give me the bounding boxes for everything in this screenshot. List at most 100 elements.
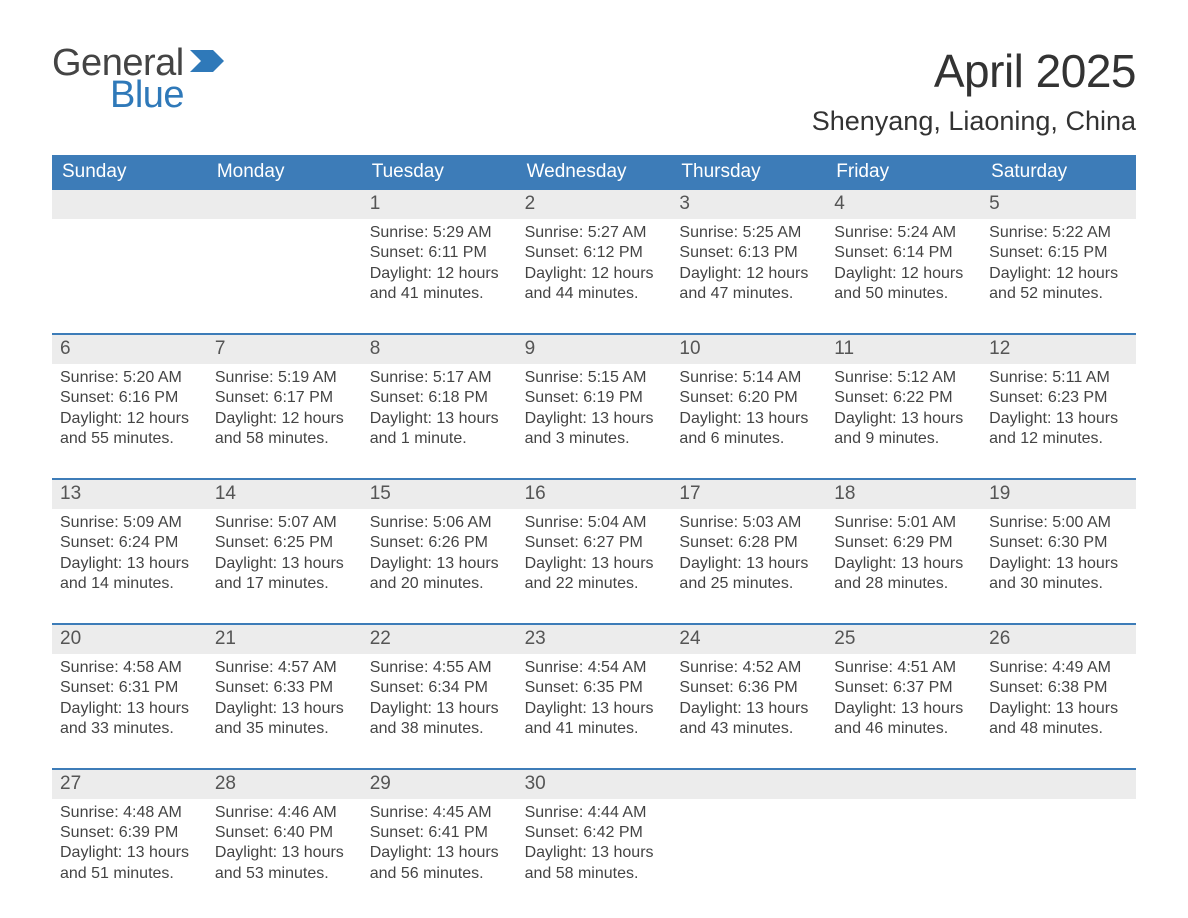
sunrise-text: Sunrise: 4:52 AM	[679, 658, 818, 678]
day-number: 3	[671, 190, 826, 219]
sunset-text: Sunset: 6:29 PM	[834, 533, 973, 553]
day-number: 9	[517, 335, 672, 364]
day-number	[52, 190, 207, 219]
daylight-text: Daylight: 13 hours and 28 minutes.	[834, 554, 973, 595]
dow-sunday: Sunday	[52, 155, 207, 190]
day-number: 4	[826, 190, 981, 219]
sunset-text: Sunset: 6:26 PM	[370, 533, 509, 553]
sunrise-text: Sunrise: 5:24 AM	[834, 223, 973, 243]
sunset-text: Sunset: 6:15 PM	[989, 243, 1128, 263]
day-number: 20	[52, 625, 207, 654]
day-cell: Sunrise: 5:24 AMSunset: 6:14 PMDaylight:…	[826, 219, 981, 311]
sunrise-text: Sunrise: 5:27 AM	[525, 223, 664, 243]
day-cell: Sunrise: 4:49 AMSunset: 6:38 PMDaylight:…	[981, 654, 1136, 746]
sunset-text: Sunset: 6:13 PM	[679, 243, 818, 263]
dow-saturday: Saturday	[981, 155, 1136, 190]
daylight-text: Daylight: 13 hours and 51 minutes.	[60, 843, 199, 884]
day-number: 5	[981, 190, 1136, 219]
day-number: 25	[826, 625, 981, 654]
day-cell: Sunrise: 4:57 AMSunset: 6:33 PMDaylight:…	[207, 654, 362, 746]
daylight-text: Daylight: 13 hours and 46 minutes.	[834, 699, 973, 740]
day-cell	[826, 799, 981, 891]
day-cell: Sunrise: 5:12 AMSunset: 6:22 PMDaylight:…	[826, 364, 981, 456]
logo-flag-icon	[190, 50, 224, 72]
day-cell: Sunrise: 5:22 AMSunset: 6:15 PMDaylight:…	[981, 219, 1136, 311]
sunset-text: Sunset: 6:30 PM	[989, 533, 1128, 553]
day-number-row: 20212223242526	[52, 625, 1136, 654]
sunset-text: Sunset: 6:23 PM	[989, 388, 1128, 408]
day-number: 14	[207, 480, 362, 509]
daylight-text: Daylight: 13 hours and 43 minutes.	[679, 699, 818, 740]
sunset-text: Sunset: 6:38 PM	[989, 678, 1128, 698]
sunrise-text: Sunrise: 5:17 AM	[370, 368, 509, 388]
sunset-text: Sunset: 6:36 PM	[679, 678, 818, 698]
day-number: 28	[207, 770, 362, 799]
day-number: 19	[981, 480, 1136, 509]
day-number: 26	[981, 625, 1136, 654]
day-number: 2	[517, 190, 672, 219]
sunset-text: Sunset: 6:28 PM	[679, 533, 818, 553]
day-cell: Sunrise: 4:46 AMSunset: 6:40 PMDaylight:…	[207, 799, 362, 891]
day-number-row: 13141516171819	[52, 480, 1136, 509]
sunrise-text: Sunrise: 5:07 AM	[215, 513, 354, 533]
day-cell: Sunrise: 5:09 AMSunset: 6:24 PMDaylight:…	[52, 509, 207, 601]
sunset-text: Sunset: 6:25 PM	[215, 533, 354, 553]
week-row: 27282930Sunrise: 4:48 AMSunset: 6:39 PMD…	[52, 768, 1136, 891]
sunset-text: Sunset: 6:20 PM	[679, 388, 818, 408]
daylight-text: Daylight: 12 hours and 58 minutes.	[215, 409, 354, 450]
day-number: 8	[362, 335, 517, 364]
sunrise-text: Sunrise: 5:06 AM	[370, 513, 509, 533]
sunrise-text: Sunrise: 4:45 AM	[370, 803, 509, 823]
day-number: 1	[362, 190, 517, 219]
daylight-text: Daylight: 12 hours and 55 minutes.	[60, 409, 199, 450]
daylight-text: Daylight: 13 hours and 20 minutes.	[370, 554, 509, 595]
day-number: 27	[52, 770, 207, 799]
sunset-text: Sunset: 6:24 PM	[60, 533, 199, 553]
sunrise-text: Sunrise: 4:58 AM	[60, 658, 199, 678]
day-cell: Sunrise: 5:17 AMSunset: 6:18 PMDaylight:…	[362, 364, 517, 456]
sunset-text: Sunset: 6:11 PM	[370, 243, 509, 263]
day-number: 13	[52, 480, 207, 509]
sunset-text: Sunset: 6:39 PM	[60, 823, 199, 843]
day-number: 7	[207, 335, 362, 364]
sunrise-text: Sunrise: 4:44 AM	[525, 803, 664, 823]
daylight-text: Daylight: 13 hours and 12 minutes.	[989, 409, 1128, 450]
day-number: 21	[207, 625, 362, 654]
week-row: 13141516171819Sunrise: 5:09 AMSunset: 6:…	[52, 478, 1136, 601]
day-number: 22	[362, 625, 517, 654]
day-number-row: 6789101112	[52, 335, 1136, 364]
day-cell: Sunrise: 5:06 AMSunset: 6:26 PMDaylight:…	[362, 509, 517, 601]
sunset-text: Sunset: 6:17 PM	[215, 388, 354, 408]
sunrise-text: Sunrise: 4:54 AM	[525, 658, 664, 678]
sunrise-text: Sunrise: 5:11 AM	[989, 368, 1128, 388]
day-cell: Sunrise: 4:44 AMSunset: 6:42 PMDaylight:…	[517, 799, 672, 891]
sunset-text: Sunset: 6:37 PM	[834, 678, 973, 698]
day-cell: Sunrise: 4:54 AMSunset: 6:35 PMDaylight:…	[517, 654, 672, 746]
dow-thursday: Thursday	[671, 155, 826, 190]
day-number: 16	[517, 480, 672, 509]
daylight-text: Daylight: 13 hours and 3 minutes.	[525, 409, 664, 450]
day-number: 11	[826, 335, 981, 364]
sunrise-text: Sunrise: 5:19 AM	[215, 368, 354, 388]
day-cell: Sunrise: 5:03 AMSunset: 6:28 PMDaylight:…	[671, 509, 826, 601]
sunrise-text: Sunrise: 5:20 AM	[60, 368, 199, 388]
daylight-text: Daylight: 12 hours and 47 minutes.	[679, 264, 818, 305]
sunrise-text: Sunrise: 5:01 AM	[834, 513, 973, 533]
week-row: 6789101112Sunrise: 5:20 AMSunset: 6:16 P…	[52, 333, 1136, 456]
day-number: 6	[52, 335, 207, 364]
day-cell: Sunrise: 4:52 AMSunset: 6:36 PMDaylight:…	[671, 654, 826, 746]
day-cell	[207, 219, 362, 311]
daylight-text: Daylight: 13 hours and 58 minutes.	[525, 843, 664, 884]
logo-text-blue: Blue	[110, 76, 224, 114]
sunset-text: Sunset: 6:40 PM	[215, 823, 354, 843]
sunset-text: Sunset: 6:19 PM	[525, 388, 664, 408]
day-number-row: 27282930	[52, 770, 1136, 799]
daylight-text: Daylight: 13 hours and 53 minutes.	[215, 843, 354, 884]
daylight-text: Daylight: 13 hours and 48 minutes.	[989, 699, 1128, 740]
sunrise-text: Sunrise: 4:48 AM	[60, 803, 199, 823]
daylight-text: Daylight: 13 hours and 6 minutes.	[679, 409, 818, 450]
daylight-text: Daylight: 13 hours and 35 minutes.	[215, 699, 354, 740]
day-number	[981, 770, 1136, 799]
daylight-text: Daylight: 12 hours and 41 minutes.	[370, 264, 509, 305]
sunrise-text: Sunrise: 5:04 AM	[525, 513, 664, 533]
